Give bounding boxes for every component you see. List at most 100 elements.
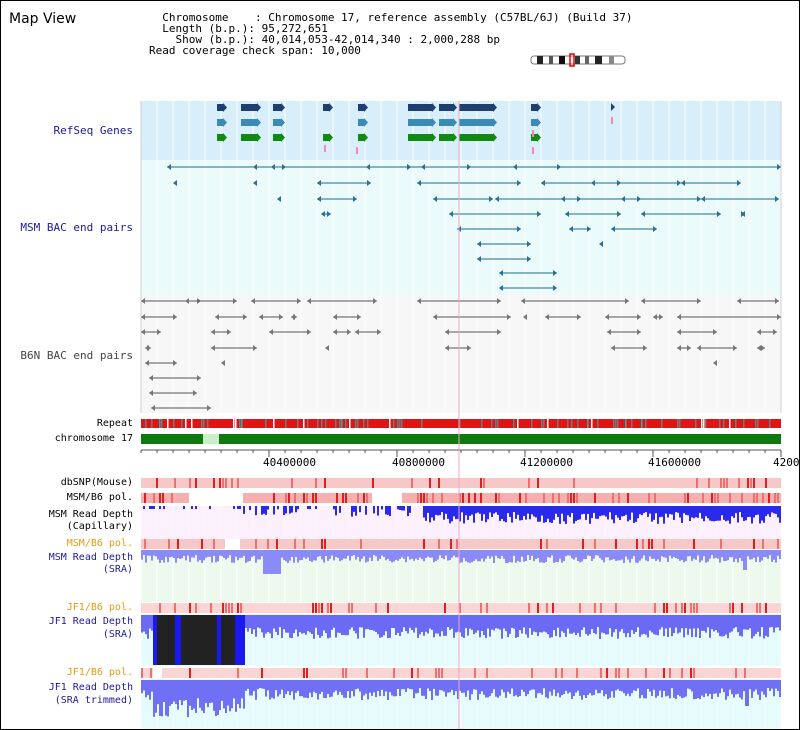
- msm-bac-features[interactable]: [167, 164, 781, 291]
- bac-end: [227, 329, 231, 335]
- bac-end: [215, 314, 219, 320]
- bac-end: [757, 345, 761, 351]
- axis-tick-label: 40800000: [392, 456, 445, 469]
- bac-end: [499, 285, 503, 291]
- bac-end: [373, 298, 377, 304]
- bac-end: [185, 298, 189, 304]
- bac-end: [553, 285, 557, 291]
- refseq-gene: [241, 119, 257, 126]
- bac-end: [527, 256, 531, 262]
- bac-end: [497, 329, 501, 335]
- bac-end: [517, 180, 521, 186]
- refseq-genes-label[interactable]: RefSeq Genes: [53, 124, 133, 137]
- refseq-gene-features[interactable]: [217, 103, 615, 154]
- msm-b6-pol-label[interactable]: MSM/B6 pol.: [66, 492, 133, 503]
- bac-end: [761, 345, 765, 351]
- bac-end: [517, 226, 521, 232]
- gene-strand-arrow: [257, 133, 261, 142]
- gene-strand-arrow: [223, 103, 227, 112]
- refseq-gene: [323, 134, 329, 141]
- bac-end: [357, 314, 361, 320]
- bac-end: [677, 180, 681, 186]
- region-info: Chromosome : Chromosome 17, reference as…: [149, 12, 632, 56]
- bac-end: [445, 345, 449, 351]
- bac-end: [233, 298, 237, 304]
- bac-end: [499, 270, 503, 276]
- bac-end: [293, 314, 297, 320]
- dbsnp-label[interactable]: dbSNP(Mouse): [60, 477, 133, 488]
- bac-end: [151, 405, 155, 411]
- msm-b6-pol-sra-label[interactable]: MSM/B6 pol.: [66, 538, 133, 549]
- bac-end: [297, 298, 301, 304]
- bac-end: [211, 329, 215, 335]
- axis-tick-label: 41600000: [648, 456, 701, 469]
- bac-end: [253, 345, 257, 351]
- bac-end: [777, 314, 781, 320]
- bac-end: [713, 360, 717, 366]
- bac-end: [617, 211, 621, 217]
- bac-end: [377, 329, 381, 335]
- chromosome-ideogram[interactable]: [529, 53, 629, 67]
- coverage-value: : 10,000: [307, 44, 361, 57]
- refseq-gene: [273, 104, 281, 111]
- jf1-b6-pol-label[interactable]: JF1/B6 pol.: [66, 602, 133, 613]
- depth-overflow: [181, 615, 217, 665]
- refseq-gene: [459, 104, 493, 111]
- chromosome-key: Chromosome: [149, 11, 255, 24]
- bac-end: [641, 211, 645, 217]
- bac-end: [157, 329, 161, 335]
- bac-end: [277, 196, 281, 202]
- msm-sra-depth-label-1[interactable]: MSM Read Depth: [48, 552, 133, 563]
- gene-strand-arrow: [493, 103, 497, 112]
- b6n-bac-label[interactable]: B6N BAC end pairs: [20, 349, 133, 362]
- bac-end: [433, 196, 437, 202]
- bac-end: [741, 211, 745, 217]
- bac-end: [433, 314, 437, 320]
- bac-end: [141, 314, 145, 320]
- b6n-bac-features[interactable]: [141, 298, 781, 411]
- bac-end: [271, 164, 275, 170]
- msm-cap-depth-label-2: (Capillary): [66, 521, 133, 532]
- bac-end: [173, 180, 177, 186]
- polymorphism-track: [141, 478, 781, 488]
- bac-end: [569, 226, 573, 232]
- jf1-b6-pol-trim-label[interactable]: JF1/B6 pol.: [66, 667, 133, 678]
- bac-end: [527, 241, 531, 247]
- gene-strand-arrow: [432, 133, 436, 142]
- bac-end: [605, 314, 609, 320]
- repeat-label[interactable]: Repeat: [96, 418, 133, 429]
- refseq-gene: [273, 134, 281, 141]
- show-info: Show (b.p.): 40,014,053-42,014,340 : 2,0…: [149, 34, 632, 45]
- repeat-track-bar: [141, 419, 781, 428]
- refseq-gene: [531, 104, 537, 111]
- gene-strand-arrow: [453, 133, 457, 142]
- bac-end: [173, 360, 177, 366]
- bac-end: [643, 345, 647, 351]
- bac-end: [355, 329, 359, 335]
- msm-cap-depth-label-1[interactable]: MSM Read Depth: [48, 509, 133, 520]
- gene-strand-arrow: [223, 133, 227, 142]
- msm-bac-label[interactable]: MSM BAC end pairs: [20, 221, 133, 234]
- bac-end: [251, 298, 255, 304]
- bac-end: [211, 345, 215, 351]
- refseq-gene: [217, 104, 223, 111]
- bac-end: [141, 329, 145, 335]
- bac-end: [221, 360, 225, 366]
- gene-strand-arrow: [537, 103, 541, 112]
- jf1-sra-depth-label-1[interactable]: JF1 Read Depth: [48, 616, 133, 627]
- refseq-gene: [439, 104, 453, 111]
- gene-strand-arrow: [611, 103, 615, 111]
- bac-end: [207, 405, 211, 411]
- bac-end: [489, 196, 493, 202]
- show-key: Show (b.p.): [149, 33, 249, 46]
- bac-end: [149, 375, 153, 381]
- bac-end: [145, 360, 149, 366]
- polymorphism-tracks: [141, 478, 781, 678]
- jf1-trim-depth-label-1[interactable]: JF1 Read Depth: [48, 682, 133, 693]
- bac-end: [587, 226, 591, 232]
- bac-end: [417, 180, 421, 186]
- map-view-title: Map View: [9, 11, 77, 27]
- bac-end: [167, 164, 171, 170]
- bac-end: [477, 241, 481, 247]
